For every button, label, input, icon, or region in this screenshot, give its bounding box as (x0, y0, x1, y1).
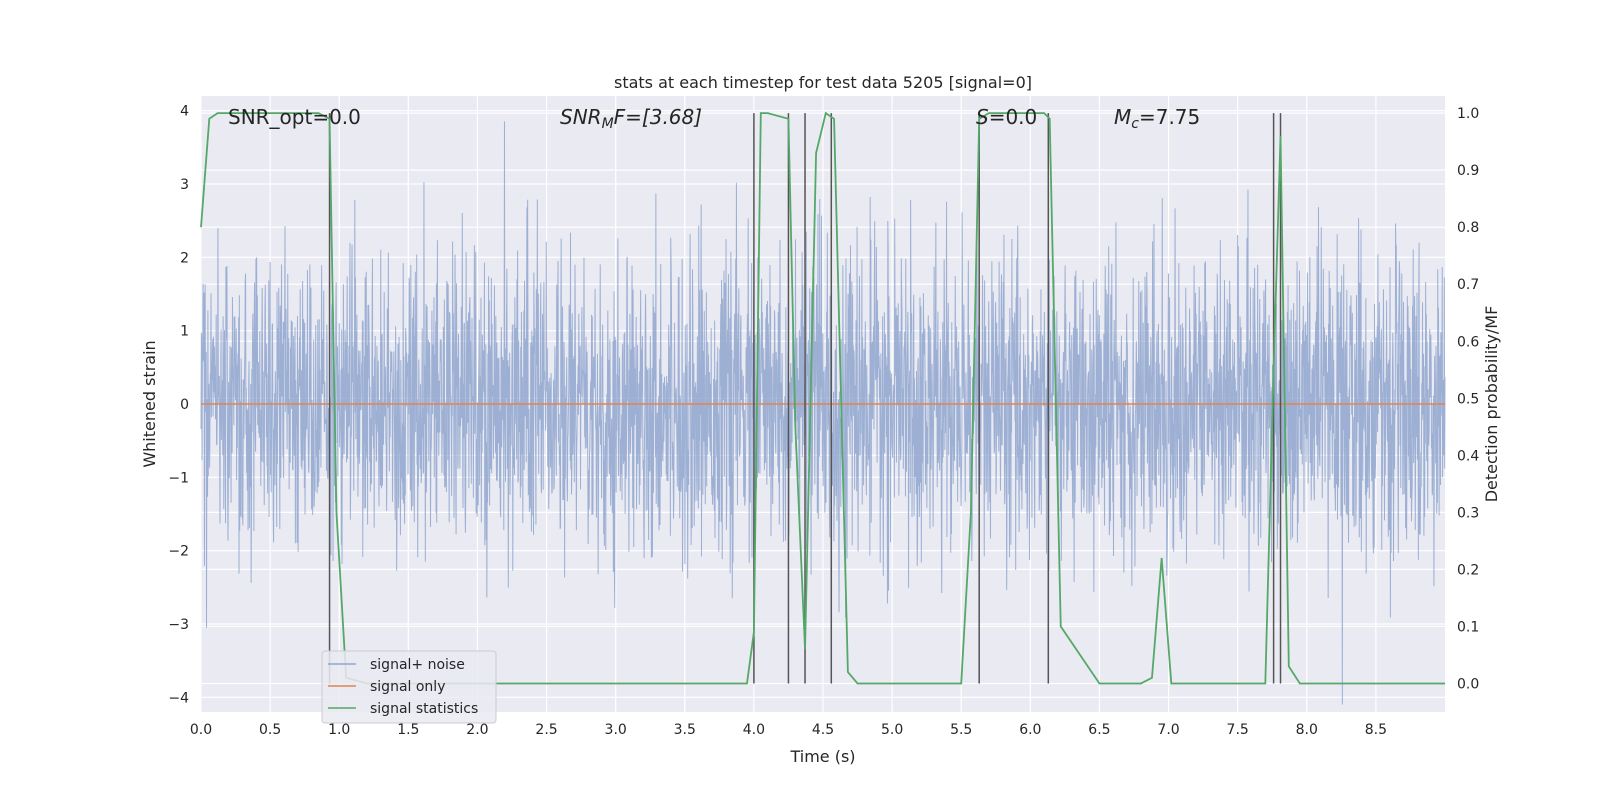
y2-tick-label: 0.3 (1457, 505, 1479, 521)
x-tick-label: 8.0 (1296, 722, 1318, 738)
chart-title: stats at each timestep for test data 520… (614, 73, 1032, 92)
y2-axis-label: Detection probability/MF (1482, 306, 1501, 503)
y-tick-label: −1 (168, 470, 189, 486)
series-signal-noise-line (200, 121, 1446, 705)
y2-tick-label: 0.2 (1457, 562, 1479, 578)
x-tick-label: 5.5 (950, 722, 972, 738)
y2-tick-label: 1.0 (1457, 106, 1479, 122)
annotation-mc: Mc=7.75 (1114, 105, 1200, 132)
legend-box (321, 650, 497, 724)
tick-labels: 0.0 0.5 1.0 1.5 2.0 2.5 3.0 3.5 4.0 4.5 5.0 5.5 6.0 6… (168, 104, 1479, 738)
y2-tick-label: 0.8 (1457, 220, 1479, 236)
y2-tick-label: 0.4 (1457, 448, 1479, 464)
x-tick-label: 1.0 (328, 722, 350, 738)
annotation-s-tail: =0.0 (989, 105, 1038, 129)
x-tick-label: 7.5 (1227, 722, 1249, 738)
y-tick-label: 3 (180, 177, 189, 193)
y-tick-label: 1 (180, 324, 189, 340)
x-tick-label: 6.0 (1019, 722, 1041, 738)
y2-tick-label: 0.1 (1457, 619, 1479, 635)
x-tick-label: 0.0 (190, 722, 212, 738)
y-tick-label: −4 (168, 690, 189, 706)
x-tick-label: 3.0 (605, 722, 627, 738)
annotation-snr-mf: SNRMF=[3.68] (560, 105, 702, 132)
y-tick-label: 0 (180, 397, 189, 413)
annotation-snr-mf-main: SNR (560, 105, 602, 129)
annotation-snr-mf-sub: M (602, 116, 614, 132)
x-tick-label: 4.5 (812, 722, 834, 738)
y2-tick-label: 0.5 (1457, 391, 1479, 407)
legend-label-signal-noise: signal+ noise (370, 657, 465, 673)
x-tick-label: 3.5 (674, 722, 696, 738)
x-tick-label: 7.0 (1157, 722, 1179, 738)
y-tick-label: −2 (168, 544, 189, 560)
y2-tick-label: 0.0 (1457, 676, 1479, 692)
x-tick-label: 8.5 (1365, 722, 1387, 738)
y2-tick-label: 0.9 (1457, 163, 1479, 179)
annotation-snr-mf-tail: F=[3.68] (614, 105, 702, 129)
y2-tick-label: 0.6 (1457, 334, 1479, 350)
y2-tick-label: 0.7 (1457, 277, 1479, 293)
x-tick-label: 1.5 (397, 722, 419, 738)
x-tick-label: 2.0 (466, 722, 488, 738)
x-tick-label: 5.0 (881, 722, 903, 738)
legend-label-signal-statistics: signal statistics (370, 701, 478, 717)
legend: signal+ noise signal only signal statist… (321, 650, 497, 724)
legend-label-signal-only: signal only (370, 679, 445, 695)
y-tick-label: 2 (180, 250, 189, 266)
noise-series (200, 121, 1446, 705)
annotation-snr-opt: SNR_opt=0.0 (228, 105, 361, 129)
x-tick-label: 0.5 (259, 722, 281, 738)
x-tick-label: 2.5 (535, 722, 557, 738)
annotation-s-main: S (976, 105, 989, 129)
y-tick-label: −3 (168, 617, 189, 633)
y-tick-label: 4 (180, 104, 189, 120)
annotation-mc-main: M (1114, 105, 1131, 129)
y-axis-label: Whitened strain (140, 340, 159, 467)
annotation-s: S=0.0 (976, 105, 1037, 129)
x-tick-label: 6.5 (1088, 722, 1110, 738)
x-tick-label: 4.0 (743, 722, 765, 738)
annotation-mc-sub: c (1131, 116, 1139, 132)
annotation-mc-tail: =7.75 (1139, 105, 1200, 129)
x-axis-label: Time (s) (789, 747, 855, 766)
